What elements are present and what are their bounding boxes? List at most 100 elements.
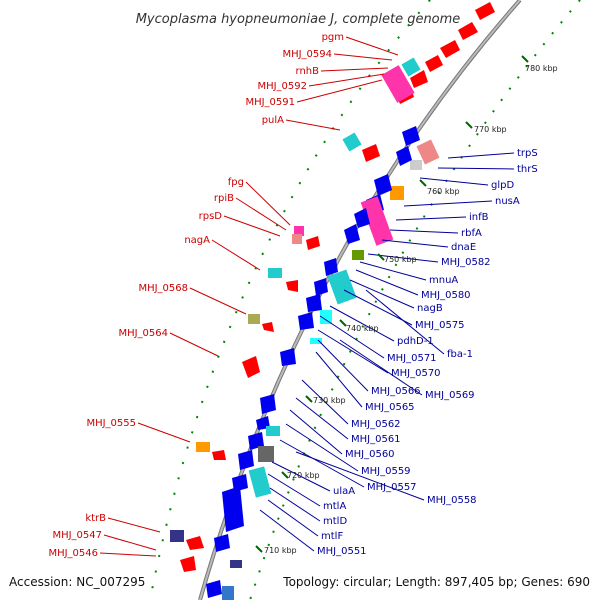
gene-label[interactable]: rnhB <box>296 66 320 77</box>
rrna-feature[interactable] <box>381 65 415 103</box>
gene-label[interactable]: MHJ_0566 <box>371 386 421 397</box>
gene-arrow[interactable] <box>306 294 322 312</box>
gene-label[interactable]: MHJ_0546 <box>48 548 98 559</box>
feature-box[interactable] <box>266 426 280 436</box>
left-gene-labels: pgm MHJ_0594 rnhB MHJ_0592 MHJ_0591 pulA… <box>48 32 344 559</box>
feature-box[interactable] <box>268 268 282 278</box>
gene-arrow[interactable] <box>440 40 460 58</box>
gene-arrow[interactable] <box>238 450 254 470</box>
feature-box[interactable] <box>170 530 184 542</box>
gene-label[interactable]: pgm <box>322 32 344 43</box>
gene-arrow[interactable] <box>354 208 370 228</box>
feature-box[interactable] <box>320 310 332 324</box>
gene-arrow[interactable] <box>475 2 495 20</box>
gene-label[interactable]: MHJ_0562 <box>351 419 401 430</box>
gene-label[interactable]: ulaA <box>333 486 355 497</box>
gene-arrow[interactable] <box>248 432 264 450</box>
gene-arrow[interactable] <box>374 174 392 196</box>
feature-box[interactable] <box>230 560 242 568</box>
gene-label[interactable]: MHJ_0560 <box>345 449 395 460</box>
gene-label[interactable]: MHJ_0561 <box>351 434 401 445</box>
gene-label[interactable]: MHJ_0575 <box>415 320 465 331</box>
gene-label[interactable]: MHJ_0547 <box>52 530 102 541</box>
tick-label: 740 kbp <box>346 324 379 333</box>
gene-label[interactable]: rpiB <box>214 193 234 204</box>
gene-arrow[interactable] <box>260 394 276 414</box>
feature-box[interactable] <box>327 269 357 305</box>
gene-label[interactable]: fba-1 <box>447 349 473 360</box>
gene-label[interactable]: MHJ_0591 <box>245 97 295 108</box>
gene-arrow[interactable] <box>410 70 428 88</box>
gene-arrow[interactable] <box>180 556 196 572</box>
gene-label[interactable]: MHJ_0580 <box>421 290 471 301</box>
gene-label[interactable]: mnuA <box>429 275 458 286</box>
gene-label[interactable]: infB <box>469 212 489 223</box>
gene-label[interactable]: MHJ_0564 <box>118 328 168 339</box>
gene-label[interactable]: rpsD <box>199 211 223 222</box>
feature-box[interactable] <box>390 186 404 200</box>
gene-label[interactable]: thrS <box>517 164 538 175</box>
gene-arrow[interactable] <box>242 356 260 378</box>
gene-label[interactable]: MHJ_0551 <box>317 546 367 557</box>
feature-box[interactable] <box>248 314 260 324</box>
rrna-feature[interactable] <box>360 196 394 246</box>
gene-label[interactable]: dnaE <box>451 242 476 253</box>
feature-box[interactable] <box>196 442 210 452</box>
gene-label[interactable]: pdhD-1 <box>397 336 434 347</box>
gene-label[interactable]: MHJ_0571 <box>387 353 437 364</box>
gene-arrow[interactable] <box>280 348 296 366</box>
gene-label[interactable]: MHJ_0565 <box>365 402 415 413</box>
gene-arrow[interactable] <box>344 224 360 244</box>
gene-arrow[interactable] <box>222 486 244 532</box>
gene-arrow[interactable] <box>324 258 338 276</box>
gene-label[interactable]: MHJ_0570 <box>391 368 441 379</box>
gene-label[interactable]: nusA <box>495 196 520 207</box>
gene-arrow[interactable] <box>425 55 443 72</box>
feature-box[interactable] <box>352 250 364 260</box>
gene-label[interactable]: MHJ_0558 <box>427 495 477 506</box>
tick-label: 760 kbp <box>427 187 460 196</box>
feature-box[interactable] <box>416 139 440 165</box>
gene-arrow[interactable] <box>306 236 320 250</box>
gene-label[interactable]: nagA <box>184 235 210 246</box>
gene-label[interactable]: trpS <box>517 148 538 159</box>
gene-arrow[interactable] <box>402 126 420 146</box>
gene-arrow[interactable] <box>186 536 204 550</box>
gene-label[interactable]: MHJ_0594 <box>282 49 332 60</box>
gene-label[interactable]: mtlA <box>323 501 346 512</box>
gene-arrow[interactable] <box>206 580 222 598</box>
feature-box[interactable] <box>410 160 422 170</box>
gene-arrow[interactable] <box>262 322 274 332</box>
gene-label[interactable]: ktrB <box>85 513 106 524</box>
gene-arrow[interactable] <box>298 312 314 330</box>
trna-feature[interactable] <box>401 57 421 77</box>
feature-box[interactable] <box>248 466 272 498</box>
gene-arrow[interactable] <box>458 22 478 40</box>
gene-label[interactable]: MHJ_0569 <box>425 390 475 401</box>
gene-label[interactable]: nagB <box>417 303 443 314</box>
feature-box[interactable] <box>310 338 322 344</box>
gene-label[interactable]: fpg <box>228 177 244 188</box>
feature-box[interactable] <box>222 586 234 600</box>
gene-label[interactable]: MHJ_0582 <box>441 257 491 268</box>
gene-arrow[interactable] <box>214 534 230 552</box>
gene-label[interactable]: MHJ_0592 <box>257 81 307 92</box>
gene-arrow[interactable] <box>396 146 412 166</box>
gene-label[interactable]: mtlD <box>323 516 347 527</box>
gene-label[interactable]: MHJ_0568 <box>138 283 188 294</box>
gene-arrow[interactable] <box>362 144 380 162</box>
gene-label[interactable]: MHJ_0559 <box>361 466 411 477</box>
gene-label[interactable]: MHJ_0555 <box>86 418 136 429</box>
feature-box[interactable] <box>294 226 304 236</box>
feature-box[interactable] <box>342 132 362 152</box>
feature-box[interactable] <box>292 234 302 244</box>
gene-label[interactable]: mtlF <box>321 531 343 542</box>
feature-box[interactable] <box>258 446 274 462</box>
gene-arrow[interactable] <box>286 280 298 292</box>
gene-label[interactable]: rbfA <box>461 228 482 239</box>
gene-arrow[interactable] <box>314 278 328 296</box>
gene-label[interactable]: MHJ_0557 <box>367 482 417 493</box>
gene-arrow[interactable] <box>212 450 226 460</box>
gene-label[interactable]: glpD <box>491 180 514 191</box>
gene-label[interactable]: pulA <box>262 115 284 126</box>
